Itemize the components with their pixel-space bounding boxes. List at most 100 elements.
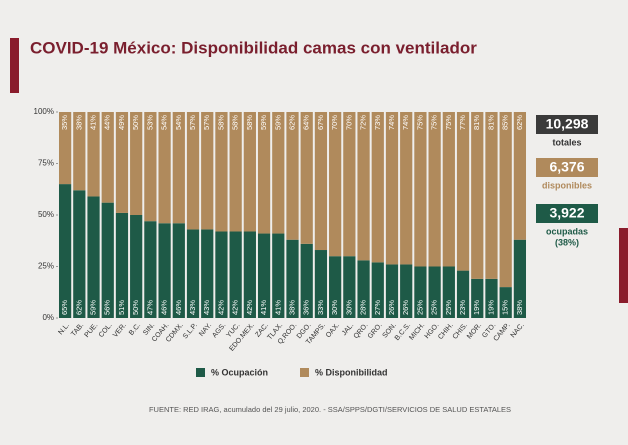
bar-segment <box>87 196 100 318</box>
data-label: 59% <box>273 115 282 130</box>
summary-value: 6,376 <box>549 159 584 175</box>
data-label: 30% <box>330 300 339 315</box>
data-label: 41% <box>89 115 98 130</box>
data-label: 57% <box>202 115 211 130</box>
data-label: 54% <box>160 115 169 130</box>
bar-segment <box>130 112 143 215</box>
bar-segment <box>186 112 200 230</box>
data-label: 50% <box>131 115 140 130</box>
y-tick-label: 100% <box>34 107 54 116</box>
bar-segment <box>130 215 143 318</box>
legend-swatch <box>300 368 309 377</box>
bar-segment <box>357 260 370 318</box>
bar-segment <box>314 250 328 318</box>
summary-value: 3,922 <box>549 205 584 221</box>
bar-segment <box>172 223 185 318</box>
bar-segment <box>343 112 356 257</box>
data-label: 70% <box>330 115 339 130</box>
summary-label: disponibles <box>542 180 592 190</box>
bar-segment <box>300 243 313 318</box>
legend-label: % Disponibilidad <box>315 367 388 377</box>
bar-segment <box>115 112 129 213</box>
data-label: 58% <box>216 115 225 130</box>
data-label: 23% <box>458 300 467 315</box>
data-label: 33% <box>316 300 325 315</box>
data-label: 58% <box>231 115 240 130</box>
bar-segment <box>485 278 498 318</box>
summary-value: 10,298 <box>546 116 589 132</box>
data-label: 47% <box>145 300 154 315</box>
y-tick-label: 50% <box>38 210 54 219</box>
data-label: 81% <box>486 115 495 130</box>
bar-segment <box>442 112 455 267</box>
data-label: 36% <box>302 300 311 315</box>
data-label: 75% <box>415 115 424 130</box>
bar-segment <box>499 112 512 288</box>
summary-box <box>536 204 598 223</box>
bar-segment <box>144 112 157 222</box>
data-label: 38% <box>515 300 524 315</box>
bar-segment <box>400 264 413 318</box>
bar-segment <box>329 256 342 318</box>
bar-segment <box>215 112 228 232</box>
summary-note: (38%) <box>555 237 579 247</box>
bar-segment <box>428 112 441 267</box>
summary-box <box>536 158 598 177</box>
data-label: 43% <box>188 300 197 315</box>
bar-segment <box>73 190 86 318</box>
bar-segment <box>58 112 72 185</box>
data-label: 59% <box>259 115 268 130</box>
bar-segment <box>385 264 399 318</box>
data-label: 85% <box>501 115 510 130</box>
bar-segment <box>414 112 427 267</box>
data-label: 65% <box>60 300 69 315</box>
data-label: 25% <box>444 300 453 315</box>
data-label: 56% <box>103 300 112 315</box>
data-label: 53% <box>145 115 154 130</box>
bar-segment <box>414 266 427 318</box>
bar-segment <box>215 231 228 318</box>
bar-segment <box>513 239 527 318</box>
data-label: 46% <box>174 300 183 315</box>
data-label: 26% <box>401 300 410 315</box>
data-label: 27% <box>373 300 382 315</box>
data-label: 15% <box>501 300 510 315</box>
bar-segment <box>456 270 470 318</box>
data-label: 38% <box>74 115 83 130</box>
data-label: 25% <box>415 300 424 315</box>
data-label: 72% <box>359 115 368 130</box>
bar-segment <box>471 112 484 279</box>
bar-segment <box>158 112 171 224</box>
summary-label: ocupadas <box>546 226 588 236</box>
bar-segment <box>485 112 498 279</box>
data-label: 59% <box>89 300 98 315</box>
data-label: 67% <box>316 115 325 130</box>
data-label: 51% <box>117 300 126 315</box>
bar-segment <box>186 229 200 318</box>
bar-segment <box>329 112 342 257</box>
data-label: 75% <box>444 115 453 130</box>
bar-segment <box>371 112 384 263</box>
data-label: 43% <box>202 300 211 315</box>
bar-segment <box>201 112 214 230</box>
data-label: 26% <box>387 300 396 315</box>
bar-segment <box>400 112 413 265</box>
bar-segment <box>499 287 512 318</box>
bar-segment <box>385 112 399 265</box>
bar-segment <box>172 112 185 224</box>
bar-segment <box>286 239 299 318</box>
data-label: 49% <box>117 115 126 130</box>
data-label: 42% <box>216 300 225 315</box>
bar-segment <box>257 233 271 318</box>
data-label: 41% <box>259 300 268 315</box>
bar-segment <box>272 233 285 318</box>
bar-segment <box>158 223 171 318</box>
data-label: 74% <box>401 115 410 130</box>
data-label: 30% <box>344 300 353 315</box>
data-label: 38% <box>287 300 296 315</box>
data-label: 19% <box>472 300 481 315</box>
bar-segment <box>229 231 242 318</box>
data-label: 62% <box>515 115 524 130</box>
bar-segment <box>471 278 484 318</box>
